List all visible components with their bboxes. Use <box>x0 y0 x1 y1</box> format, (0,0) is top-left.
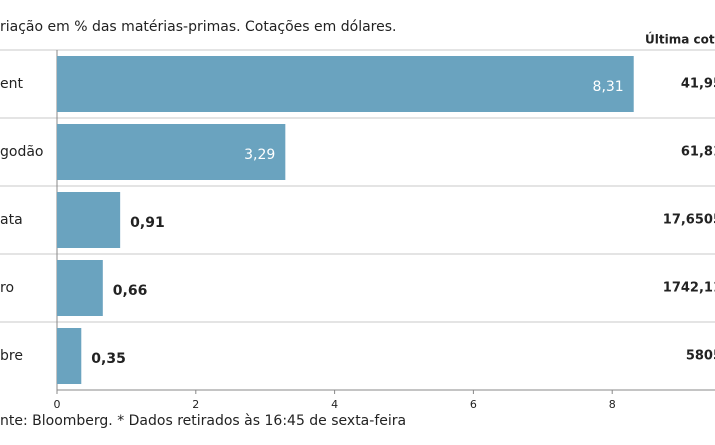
value-label: 0,66 <box>113 283 148 299</box>
bar <box>57 328 82 384</box>
value-label: 8,31 <box>593 79 624 95</box>
x-tick-label: 0 <box>54 398 61 411</box>
bar <box>57 260 103 316</box>
value-label: 3,29 <box>244 147 275 163</box>
category-label: ro <box>0 280 14 296</box>
last-price: 5805 <box>686 349 715 364</box>
category-label: ata <box>0 212 23 228</box>
bar <box>57 56 634 112</box>
value-label: 0,91 <box>130 215 165 231</box>
x-tick-label: 2 <box>192 398 199 411</box>
x-tick-label: 6 <box>470 398 477 411</box>
bar <box>57 192 121 248</box>
category-label: bre <box>0 348 23 364</box>
last-price: 61,81 <box>681 145 715 160</box>
x-tick-label: 4 <box>331 398 338 411</box>
category-label: godão <box>0 144 43 160</box>
chart-title: riação em % das matérias-primas. Cotaçõe… <box>0 19 396 35</box>
bar <box>57 124 286 180</box>
category-label: ent <box>0 76 23 92</box>
source-note: nte: Bloomberg. * Dados retirados às 16:… <box>0 413 406 429</box>
last-price: 41,95 <box>681 77 715 92</box>
last-price: 1742,11 <box>663 281 715 296</box>
last-price: 17,6505 <box>663 213 715 228</box>
x-tick-label: 8 <box>609 398 616 411</box>
value-label: 0,35 <box>91 351 126 367</box>
column-header: Última cotaç <box>645 32 715 47</box>
